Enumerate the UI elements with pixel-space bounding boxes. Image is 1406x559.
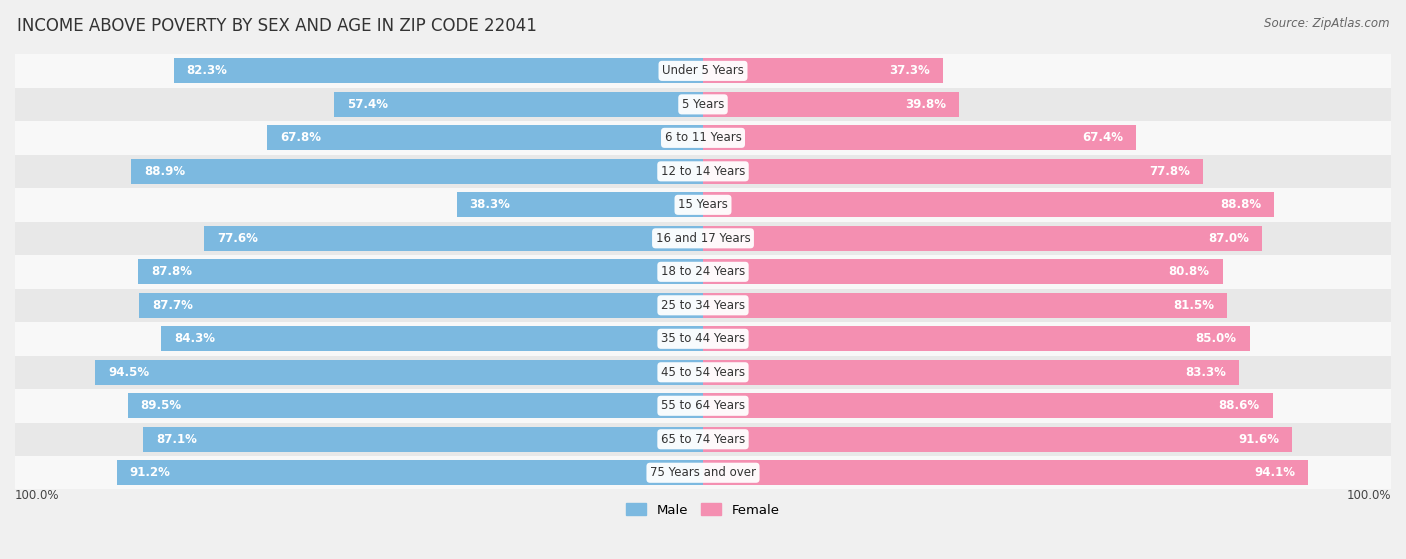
Bar bbox=[128, 393, 703, 418]
Legend: Male, Female: Male, Female bbox=[621, 498, 785, 522]
Text: 16 and 17 Years: 16 and 17 Years bbox=[655, 232, 751, 245]
Bar bbox=[131, 159, 703, 184]
Bar bbox=[15, 356, 1391, 389]
Text: 88.9%: 88.9% bbox=[145, 165, 186, 178]
Bar bbox=[15, 322, 1391, 356]
Bar bbox=[15, 423, 1391, 456]
Text: 87.1%: 87.1% bbox=[156, 433, 197, 446]
Bar bbox=[703, 92, 959, 117]
Text: 39.8%: 39.8% bbox=[905, 98, 946, 111]
Text: 83.3%: 83.3% bbox=[1185, 366, 1226, 379]
Text: 87.0%: 87.0% bbox=[1209, 232, 1250, 245]
Bar bbox=[703, 360, 1239, 385]
Bar bbox=[15, 121, 1391, 155]
Text: 77.8%: 77.8% bbox=[1150, 165, 1191, 178]
Text: 88.8%: 88.8% bbox=[1220, 198, 1261, 211]
Bar bbox=[96, 360, 703, 385]
Text: 67.4%: 67.4% bbox=[1083, 131, 1123, 144]
Bar bbox=[15, 54, 1391, 88]
Text: 100.0%: 100.0% bbox=[15, 490, 59, 503]
Bar bbox=[174, 58, 703, 83]
Text: 81.5%: 81.5% bbox=[1173, 299, 1215, 312]
Bar bbox=[15, 88, 1391, 121]
Bar bbox=[15, 255, 1391, 288]
Bar bbox=[267, 125, 703, 150]
Text: 75 Years and over: 75 Years and over bbox=[650, 466, 756, 479]
Bar bbox=[160, 326, 703, 352]
Text: 91.2%: 91.2% bbox=[129, 466, 170, 479]
Bar bbox=[703, 226, 1263, 251]
Text: 89.5%: 89.5% bbox=[141, 399, 181, 413]
Bar bbox=[703, 427, 1292, 452]
Bar bbox=[703, 58, 943, 83]
Text: 85.0%: 85.0% bbox=[1195, 332, 1237, 345]
Bar bbox=[703, 326, 1250, 352]
Bar bbox=[703, 460, 1308, 485]
Text: 77.6%: 77.6% bbox=[217, 232, 257, 245]
Bar bbox=[15, 221, 1391, 255]
Text: 25 to 34 Years: 25 to 34 Years bbox=[661, 299, 745, 312]
Bar bbox=[143, 427, 703, 452]
Text: 35 to 44 Years: 35 to 44 Years bbox=[661, 332, 745, 345]
Bar bbox=[333, 92, 703, 117]
Text: 38.3%: 38.3% bbox=[470, 198, 510, 211]
Bar bbox=[15, 456, 1391, 490]
Text: Under 5 Years: Under 5 Years bbox=[662, 64, 744, 77]
Bar bbox=[15, 188, 1391, 221]
Bar bbox=[703, 293, 1227, 318]
Bar bbox=[117, 460, 703, 485]
Bar bbox=[703, 192, 1274, 217]
Bar bbox=[15, 389, 1391, 423]
Text: 87.8%: 87.8% bbox=[152, 266, 193, 278]
Text: 91.6%: 91.6% bbox=[1239, 433, 1279, 446]
Text: 37.3%: 37.3% bbox=[889, 64, 929, 77]
Text: 80.8%: 80.8% bbox=[1168, 266, 1209, 278]
Bar bbox=[703, 159, 1204, 184]
Text: Source: ZipAtlas.com: Source: ZipAtlas.com bbox=[1264, 17, 1389, 30]
Bar bbox=[703, 393, 1272, 418]
Text: 67.8%: 67.8% bbox=[280, 131, 321, 144]
Bar bbox=[703, 125, 1136, 150]
Text: 5 Years: 5 Years bbox=[682, 98, 724, 111]
Text: INCOME ABOVE POVERTY BY SEX AND AGE IN ZIP CODE 22041: INCOME ABOVE POVERTY BY SEX AND AGE IN Z… bbox=[17, 17, 537, 35]
Bar bbox=[457, 192, 703, 217]
Text: 6 to 11 Years: 6 to 11 Years bbox=[665, 131, 741, 144]
Text: 100.0%: 100.0% bbox=[1347, 490, 1391, 503]
Text: 18 to 24 Years: 18 to 24 Years bbox=[661, 266, 745, 278]
Text: 84.3%: 84.3% bbox=[174, 332, 215, 345]
Bar bbox=[204, 226, 703, 251]
Text: 65 to 74 Years: 65 to 74 Years bbox=[661, 433, 745, 446]
Bar bbox=[703, 259, 1223, 285]
Text: 57.4%: 57.4% bbox=[347, 98, 388, 111]
Text: 15 Years: 15 Years bbox=[678, 198, 728, 211]
Text: 45 to 54 Years: 45 to 54 Years bbox=[661, 366, 745, 379]
Text: 12 to 14 Years: 12 to 14 Years bbox=[661, 165, 745, 178]
Bar bbox=[15, 288, 1391, 322]
Bar bbox=[139, 293, 703, 318]
Bar bbox=[138, 259, 703, 285]
Text: 87.7%: 87.7% bbox=[152, 299, 193, 312]
Bar bbox=[15, 155, 1391, 188]
Text: 55 to 64 Years: 55 to 64 Years bbox=[661, 399, 745, 413]
Text: 88.6%: 88.6% bbox=[1219, 399, 1260, 413]
Text: 94.5%: 94.5% bbox=[108, 366, 149, 379]
Text: 82.3%: 82.3% bbox=[187, 64, 228, 77]
Text: 94.1%: 94.1% bbox=[1254, 466, 1295, 479]
